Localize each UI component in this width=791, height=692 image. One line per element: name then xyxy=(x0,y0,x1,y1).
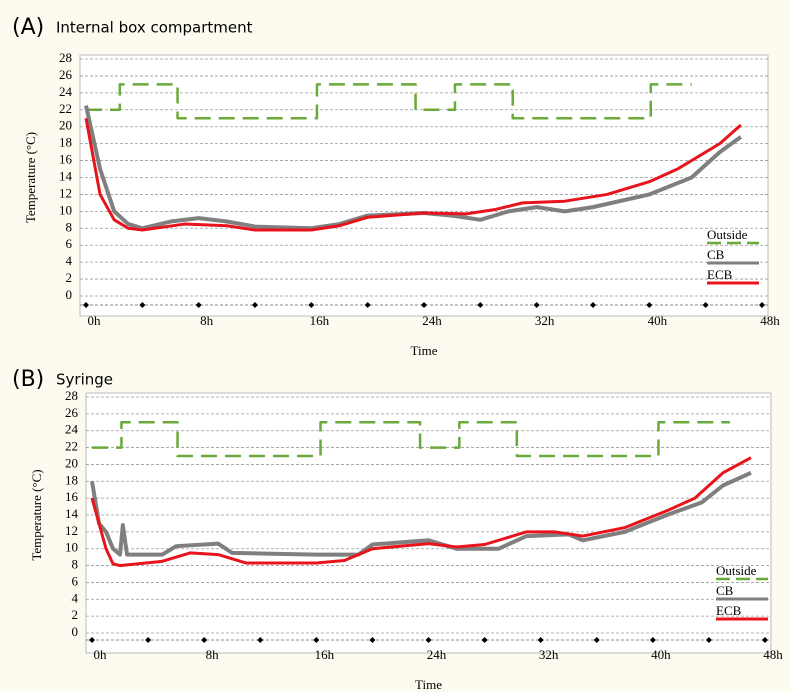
legend-label: ECB xyxy=(716,603,742,618)
y-axis-title: Temperature (°C) xyxy=(23,132,38,223)
y-tick-label: 26 xyxy=(59,67,73,82)
x-tick-mark xyxy=(705,637,712,643)
legend-label: Outside xyxy=(716,563,757,578)
x-tick-mark xyxy=(308,302,315,308)
y-tick-label: 6 xyxy=(66,236,73,251)
y-tick-label: 16 xyxy=(65,489,79,504)
x-tick-mark xyxy=(649,637,656,643)
series-line xyxy=(84,117,742,232)
x-tick-mark xyxy=(195,302,202,308)
x-tick-mark xyxy=(481,637,488,643)
x-tick-mark xyxy=(145,637,152,643)
y-tick-label: 28 xyxy=(65,388,78,403)
y-tick-label: 20 xyxy=(59,118,72,133)
x-tick-mark xyxy=(369,637,376,643)
x-tick-label: 16h xyxy=(315,647,335,662)
y-tick-label: 24 xyxy=(59,84,73,99)
series-line xyxy=(92,421,730,458)
y-tick-label: 24 xyxy=(65,422,79,437)
x-tick-mark xyxy=(364,302,371,308)
x-tick-mark xyxy=(590,302,596,308)
x-tick-mark xyxy=(252,302,258,308)
x-axis-title: Time xyxy=(411,343,438,358)
x-tick-mark xyxy=(257,637,264,643)
y-tick-label: 6 xyxy=(72,573,79,588)
series-line xyxy=(90,456,752,568)
x-tick-label: 48h xyxy=(763,647,783,662)
y-tick-label: 22 xyxy=(59,101,72,116)
chart-title: Syringe xyxy=(56,371,113,389)
y-tick-label: 18 xyxy=(65,472,78,487)
y-tick-label: 28 xyxy=(59,50,72,65)
y-tick-label: 4 xyxy=(72,590,79,605)
y-tick-label: 18 xyxy=(59,135,72,150)
legend-label: ECB xyxy=(707,267,733,282)
y-tick-label: 20 xyxy=(65,455,78,470)
panel-label: (A) xyxy=(12,15,44,40)
x-tick-mark xyxy=(425,637,432,643)
series-line xyxy=(86,83,692,120)
y-tick-label: 0 xyxy=(72,624,79,639)
x-tick-mark xyxy=(477,302,484,308)
x-tick-mark xyxy=(762,637,768,643)
x-tick-mark xyxy=(759,302,765,308)
y-tick-label: 10 xyxy=(59,202,72,217)
plot-area xyxy=(79,54,769,317)
chart-title: Internal box compartment xyxy=(56,19,253,37)
y-tick-label: 8 xyxy=(66,219,73,234)
y-tick-label: 16 xyxy=(59,152,73,167)
panel-label: (B) xyxy=(12,367,44,392)
y-tick-label: 14 xyxy=(59,168,73,183)
x-tick-mark xyxy=(139,302,146,308)
x-tick-mark xyxy=(533,302,540,308)
x-tick-mark xyxy=(83,302,89,308)
legend-label: Outside xyxy=(707,227,748,242)
y-tick-label: 2 xyxy=(66,270,73,285)
x-tick-mark xyxy=(646,302,653,308)
y-axis-title: Temperature (°C) xyxy=(29,469,44,560)
y-tick-label: 0 xyxy=(66,287,73,302)
y-tick-label: 12 xyxy=(65,523,78,538)
x-axis-title: Time xyxy=(415,677,442,692)
x-tick-label: 0h xyxy=(88,313,102,328)
y-tick-label: 2 xyxy=(72,607,79,622)
x-tick-label: 8h xyxy=(200,313,214,328)
series-line xyxy=(84,105,743,231)
x-tick-mark xyxy=(89,637,95,643)
x-tick-mark xyxy=(313,637,320,643)
x-tick-label: 24h xyxy=(422,313,442,328)
x-tick-mark xyxy=(201,637,208,643)
x-tick-mark xyxy=(702,302,709,308)
x-tick-label: 24h xyxy=(427,647,447,662)
y-tick-label: 10 xyxy=(65,540,78,555)
y-tick-label: 8 xyxy=(72,557,79,572)
y-tick-label: 4 xyxy=(66,253,73,268)
y-tick-label: 12 xyxy=(59,185,72,200)
legend-label: CB xyxy=(707,247,725,262)
x-tick-label: 32h xyxy=(535,313,555,328)
x-tick-label: 40h xyxy=(648,313,668,328)
x-tick-mark xyxy=(421,302,427,308)
x-tick-mark xyxy=(537,637,544,643)
x-tick-label: 40h xyxy=(651,647,671,662)
plot-area xyxy=(85,392,772,654)
x-tick-label: 48h xyxy=(760,313,780,328)
x-tick-mark xyxy=(593,637,600,643)
y-tick-label: 26 xyxy=(65,405,79,420)
legend-label: CB xyxy=(716,583,734,598)
x-tick-label: 0h xyxy=(94,647,108,662)
y-tick-label: 22 xyxy=(65,439,78,454)
x-tick-label: 32h xyxy=(539,647,559,662)
x-tick-label: 16h xyxy=(310,313,330,328)
x-tick-label: 8h xyxy=(206,647,220,662)
y-tick-label: 14 xyxy=(65,506,79,521)
